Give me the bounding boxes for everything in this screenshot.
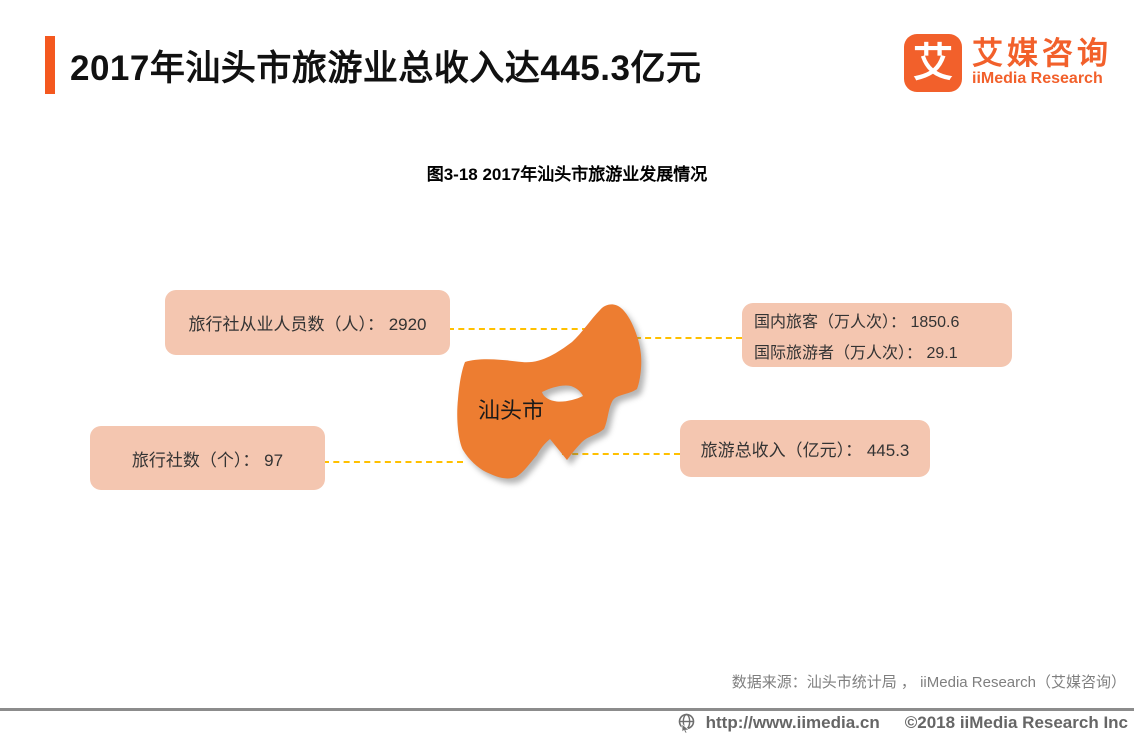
shantou-map-svg: 汕头市 [457,304,642,479]
data-source-note: 数据来源：汕头市统计局 ， iiMedia Research（艾媒咨询） [731,674,1126,691]
page-title: 2017年汕头市旅游业总收入达445.3亿元 [70,49,702,88]
callout-text: 旅游总收入（亿元）： 445.3 [700,441,910,460]
logo-text: 艾媒咨询 iiMedia Research [972,35,1112,88]
title-accent-bar [45,36,55,94]
logo-glyph: 艾 [913,41,953,85]
connector-staff-line [448,328,588,330]
footer-url-link[interactable]: http://www.iimedia.cn [705,713,880,732]
connector-revenue-line [562,453,680,455]
callout-text-international: 国际旅游者（万人次）： 29.1 [754,344,958,362]
callout-text: 旅行社数（个）： 97 [131,450,284,470]
footer-copyright: ©2018 iiMedia Research Inc [904,713,1128,732]
footer-divider [0,708,1134,711]
callout-text-domestic: 国内旅客（万人次）： 1850.6 [754,313,960,331]
iimedia-logo-icon: 艾 [904,34,962,92]
callout-visitor-numbers: 国内旅客（万人次）： 1850.6 国际旅游者（万人次）： 29.1 [742,303,1012,367]
map-label: 汕头市 [478,398,544,423]
shantou-map-shape [457,304,642,479]
figure-title: 图3-18 2017年汕头市旅游业发展情况 [426,165,708,184]
callout-total-revenue: 旅游总收入（亿元）： 445.3 [680,420,930,477]
connector-agencies-line [323,461,463,463]
callout-travel-agency-staff: 旅行社从业人员数（人）： 2920 [165,290,450,355]
callout-text: 旅行社从业人员数（人）： 2920 [188,315,427,334]
logo-name-cn: 艾媒咨询 [972,35,1112,71]
iimedia-logo: 艾 艾媒咨询 iiMedia Research [904,34,1112,92]
footer: http://www.iimedia.cn ©2018 iiMedia Rese… [677,713,1128,733]
callout-travel-agency-count: 旅行社数（个）： 97 [90,426,325,490]
shantou-map: 汕头市 [450,300,650,495]
connector-visitors-line [635,337,742,339]
globe-cursor-icon [677,713,697,733]
logo-name-en: iiMedia Research [972,70,1103,88]
